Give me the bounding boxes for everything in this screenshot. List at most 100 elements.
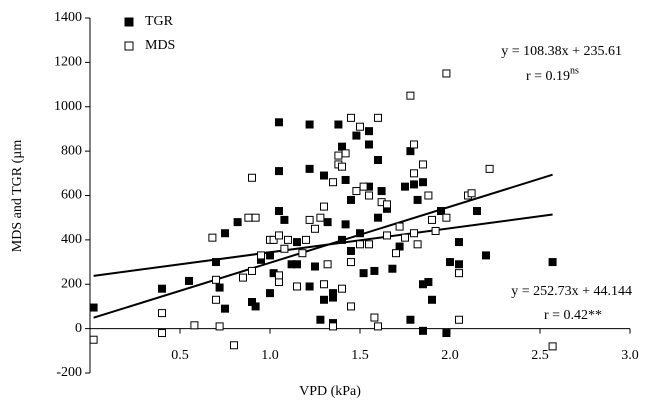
point <box>428 295 436 304</box>
point <box>221 229 229 238</box>
point <box>275 231 283 240</box>
y-tick-label: 600 <box>61 188 82 203</box>
point <box>251 302 260 311</box>
point <box>352 187 361 196</box>
point <box>316 315 325 324</box>
point <box>410 140 418 149</box>
point <box>215 283 224 292</box>
r-value: r = 0.42** <box>544 308 602 323</box>
equation: y = 108.38x + 235.61 <box>501 44 622 59</box>
point <box>352 131 361 140</box>
point <box>248 173 256 182</box>
point <box>548 258 557 267</box>
point <box>89 303 98 312</box>
point <box>347 113 355 122</box>
point <box>305 164 314 173</box>
point <box>341 220 350 229</box>
legend-marker <box>124 17 134 27</box>
point <box>275 278 283 287</box>
point <box>338 162 346 171</box>
point <box>467 189 476 198</box>
point <box>293 282 301 291</box>
point <box>275 167 283 176</box>
point <box>347 302 355 311</box>
y-axis-label: MDS and TGR (µm <box>10 140 25 253</box>
point <box>320 171 328 180</box>
point <box>244 213 253 222</box>
point <box>305 120 314 129</box>
y-tick-label: 800 <box>61 143 82 158</box>
y-tick-label: 1000 <box>54 99 82 114</box>
point <box>446 258 454 267</box>
point <box>406 147 415 156</box>
point <box>347 246 355 255</box>
point <box>413 240 422 249</box>
y-tick-label: 1400 <box>54 10 82 25</box>
point <box>266 289 274 298</box>
point <box>334 151 343 160</box>
point <box>365 191 373 200</box>
point <box>374 156 382 164</box>
point <box>311 224 319 233</box>
point <box>482 251 490 260</box>
point <box>395 222 404 231</box>
x-tick-label: 2.5 <box>531 348 549 363</box>
point <box>284 235 292 244</box>
point <box>158 329 166 338</box>
point <box>269 235 278 244</box>
point <box>316 213 325 222</box>
point <box>374 213 382 222</box>
equation: y = 252.73x + 44.144 <box>511 284 632 299</box>
point <box>323 218 332 227</box>
point <box>251 213 260 222</box>
point <box>334 120 343 129</box>
point <box>374 113 382 122</box>
point <box>356 229 364 238</box>
point <box>230 341 238 350</box>
point <box>374 322 382 331</box>
point <box>293 260 301 269</box>
point <box>275 118 283 127</box>
point <box>208 233 217 242</box>
point <box>370 313 379 322</box>
point <box>424 278 433 287</box>
point <box>338 142 346 151</box>
r-value: r = 0.19 <box>526 69 570 84</box>
point <box>266 251 274 260</box>
point <box>365 240 373 249</box>
point <box>473 207 481 216</box>
point <box>377 187 386 196</box>
point <box>248 266 256 275</box>
point <box>215 322 224 331</box>
point <box>329 178 337 187</box>
point <box>383 200 391 209</box>
point <box>341 149 350 158</box>
y-tick-label: -200 <box>56 365 82 380</box>
point <box>392 249 400 258</box>
point <box>158 284 166 293</box>
point <box>383 231 391 240</box>
point <box>413 195 422 204</box>
trend-line <box>93 173 553 319</box>
point <box>323 260 332 269</box>
point <box>455 238 463 247</box>
legend-label: TGR <box>145 14 174 29</box>
x-tick-label: 1.5 <box>351 348 369 363</box>
point <box>212 295 220 304</box>
point <box>298 249 307 258</box>
y-tick-label: 200 <box>61 276 82 291</box>
point <box>424 191 433 200</box>
point <box>395 242 404 251</box>
point <box>406 315 415 324</box>
point <box>257 251 265 260</box>
point <box>410 180 418 189</box>
point <box>280 215 289 224</box>
point <box>338 284 346 293</box>
point <box>437 207 445 216</box>
r-superscript: ns <box>570 65 579 76</box>
y-tick-label: 1200 <box>54 55 82 70</box>
point <box>341 175 350 184</box>
point <box>185 276 193 285</box>
point <box>410 169 418 178</box>
